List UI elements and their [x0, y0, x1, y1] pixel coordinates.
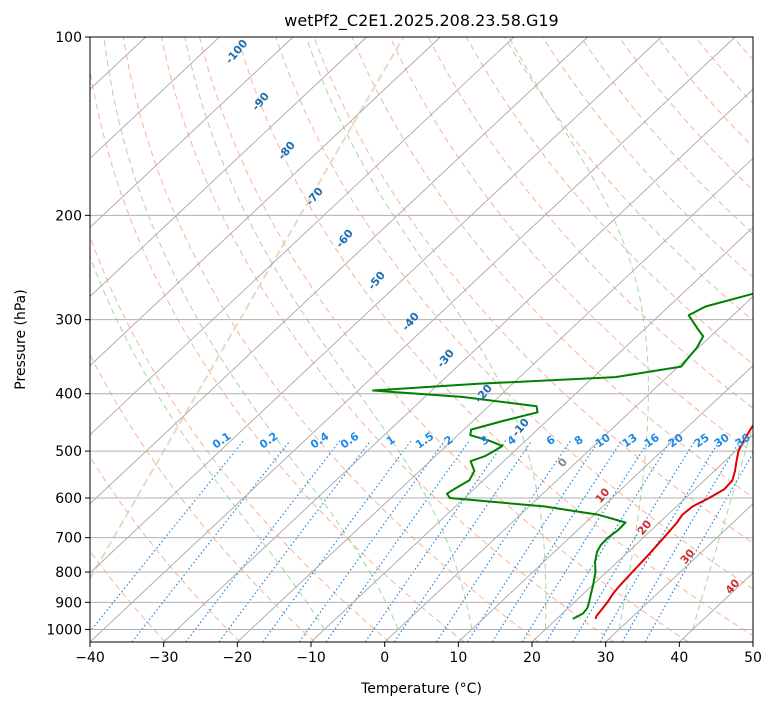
background-lines	[0, 37, 775, 642]
skewed-isotherm-line	[605, 503, 753, 642]
skewed-isotherm-line	[384, 295, 753, 642]
moist-adiabat-line	[103, 37, 399, 630]
mixing-ratio-line	[435, 440, 572, 642]
dry-adiabat-line	[199, 37, 689, 642]
plot-area	[90, 37, 753, 642]
dry-adiabat-line	[90, 353, 316, 642]
y-tick-label: 100	[55, 30, 82, 46]
skewed-isotherm-line	[90, 37, 441, 367]
moist-adiabat-line	[692, 423, 753, 630]
skewed-isotherm-line	[237, 157, 753, 642]
mixing-ratio-line	[491, 440, 623, 642]
dry-adiabat-line	[90, 455, 241, 642]
pressure-gridlines	[90, 37, 753, 630]
x-tick-label: −40	[75, 650, 105, 666]
moist-adiabat-line	[305, 37, 547, 630]
skewed-isotherm-line	[90, 37, 662, 574]
x-axis-label: Temperature (°C)	[360, 681, 482, 697]
dry-adiabat-line	[772, 37, 775, 642]
skewed-isotherm-line	[0, 37, 72, 642]
x-tick-label: 40	[670, 650, 688, 666]
dry-adiabat-line	[160, 37, 614, 642]
y-tick-label: 500	[55, 444, 82, 460]
y-axis-label: Pressure (hPa)	[13, 289, 29, 389]
x-tick-label: −20	[223, 650, 253, 666]
skewed-isotherm-line	[90, 37, 736, 642]
dry-adiabat-line	[313, 37, 753, 544]
y-axis: 100 200 300 400 500 600 700 800 900 1000	[46, 30, 90, 638]
chart-title: wetPf2_C2E1.2025.208.23.58.G19	[284, 11, 558, 31]
dry-adiabat-line	[504, 37, 753, 322]
dry-adiabat-line	[465, 37, 753, 365]
plot-frame	[89, 36, 754, 643]
mixing-ratio-line	[467, 440, 600, 642]
mixing-ratio-line	[298, 440, 446, 642]
x-tick-label: 20	[523, 650, 541, 666]
skewed-isotherm-line	[90, 37, 294, 229]
mixing-ratio-line	[644, 452, 753, 642]
dry-adiabat-line	[90, 67, 465, 642]
y-tick-label: 700	[55, 531, 82, 547]
x-tick-label: 0	[380, 650, 389, 666]
mixing-ratio-line	[545, 440, 672, 642]
moist-adiabat-line	[508, 37, 649, 630]
temperature-line	[594, 423, 753, 620]
mixing-ratio-line	[364, 440, 506, 642]
skewed-isotherm-line	[531, 434, 753, 642]
y-tick-label: 600	[55, 491, 82, 507]
dry-adiabat-line	[427, 37, 753, 409]
mixing-ratio-line	[521, 440, 650, 642]
dry-adiabat-line	[90, 235, 390, 642]
x-tick-label: 30	[597, 650, 615, 666]
y-tick-label: 800	[55, 565, 82, 581]
dry-adiabat-line	[351, 37, 753, 499]
skewed-isotherm-line	[458, 364, 753, 642]
y-tick-label: 300	[55, 313, 82, 329]
mixing-ratio-line	[131, 440, 291, 642]
dry-adiabat-line	[122, 37, 540, 642]
mixing-ratio-line	[572, 440, 696, 642]
x-tick-label: 50	[744, 650, 762, 666]
skewed-isotherm-line	[90, 37, 588, 505]
dry-adiabat-line	[389, 37, 753, 454]
mixing-ratio-line	[599, 440, 721, 642]
dewpoint-line	[371, 292, 753, 620]
mixing-ratio-line	[262, 440, 412, 642]
skewed-isotherm-line	[752, 641, 753, 642]
x-tick-label: 10	[449, 650, 467, 666]
x-tick-label: −30	[149, 650, 179, 666]
y-tick-label: 200	[55, 208, 82, 224]
profiles	[371, 292, 753, 620]
skewed-isotherm-line	[90, 37, 515, 436]
mixing-ratio-line	[90, 440, 245, 633]
moist-adiabat-line	[90, 255, 325, 630]
x-axis: −40 −30 −20 −10 0 10 20 30 40 50	[75, 642, 762, 666]
x-tick-label: −10	[296, 650, 326, 666]
dry-adiabat-line	[275, 37, 753, 590]
skewed-isotherm-line	[90, 37, 220, 159]
y-tick-label: 400	[55, 387, 82, 403]
skewed-isotherm-line	[90, 37, 367, 298]
skewed-isotherm-line	[310, 226, 753, 642]
y-tick-label: 900	[55, 595, 82, 611]
skewed-isotherm-line	[163, 88, 753, 642]
y-tick-label: 1000	[46, 622, 82, 638]
